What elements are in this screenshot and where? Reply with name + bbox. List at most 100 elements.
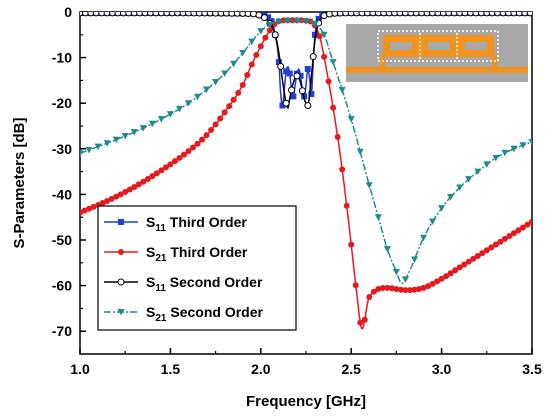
legend-label-subscript: 21 (155, 313, 167, 324)
legend-label-text: Third Order (166, 214, 247, 230)
series-point-3 (194, 93, 202, 101)
series-point-3 (483, 161, 491, 168)
series-point-1 (140, 178, 147, 185)
series-point-1 (416, 286, 422, 293)
series-point-1 (361, 316, 368, 323)
series-point-1 (221, 109, 228, 116)
series-point-3 (121, 132, 129, 140)
x-axis-title: Frequency [GHz] (246, 393, 366, 410)
y-tick-label: -10 (52, 50, 72, 66)
series-point-1 (180, 151, 187, 158)
series-point-1 (420, 284, 427, 291)
series-point-3 (275, 18, 283, 26)
series-point-1 (104, 197, 111, 204)
series-point-0 (286, 70, 293, 77)
series-point-3 (284, 17, 292, 25)
series-point-1 (90, 203, 97, 210)
series-point-0 (308, 91, 315, 98)
series-point-1 (529, 218, 532, 225)
series-point-3 (447, 193, 455, 201)
x-tick-label: 2.0 (251, 361, 271, 377)
series-point-1 (343, 202, 350, 209)
series-point-1 (470, 255, 477, 262)
inset-slot-2 (428, 42, 450, 50)
series-point-1 (325, 78, 332, 85)
series-point-0 (283, 68, 290, 75)
legend-label-text: Third Order (166, 244, 247, 260)
y-tick-label: -40 (52, 186, 72, 202)
y-axis-title: S-Parameters [dB] (11, 118, 28, 249)
series-point-1 (208, 127, 215, 134)
legend-label: S11 Second Order (146, 274, 263, 294)
series-point-1 (230, 96, 237, 103)
series-point-1 (257, 43, 264, 50)
series-point-3 (456, 184, 464, 192)
series-point-1 (176, 154, 183, 161)
series-point-3 (248, 38, 256, 46)
series-point-3 (302, 18, 310, 25)
series-point-1 (443, 273, 450, 280)
series-point-2 (304, 101, 312, 109)
series-point-1 (321, 53, 328, 60)
series-point-1 (488, 244, 495, 251)
series-point-2 (298, 87, 306, 95)
series-point-1 (194, 140, 201, 147)
series-point-1 (339, 166, 346, 173)
series-point-3 (230, 60, 238, 68)
series-point-1 (199, 136, 206, 143)
series-point-2 (526, 12, 532, 17)
series-point-1 (185, 148, 192, 155)
series-point-1 (99, 199, 106, 206)
inset-stub-left (380, 55, 385, 69)
series-point-3 (392, 268, 400, 276)
inset-stub-right (492, 55, 497, 69)
x-tick-label: 3.0 (432, 361, 452, 377)
legend-item-0: S11 Third Order (104, 214, 247, 234)
series-point-3 (175, 105, 183, 113)
series-point-3 (266, 21, 274, 29)
series-point-1 (262, 34, 269, 41)
series-point-1 (366, 294, 373, 300)
inset-slot-3 (465, 42, 487, 50)
legend-label: S11 Third Order (146, 214, 247, 234)
series-point-3 (510, 145, 518, 153)
x-tick-label: 2.5 (341, 361, 361, 377)
series-point-1 (397, 286, 404, 293)
series-point-3 (465, 176, 473, 183)
x-tick-label: 1.5 (161, 361, 181, 377)
series-point-1 (108, 195, 115, 202)
series-point-1 (492, 241, 499, 248)
series-point-3 (130, 129, 138, 136)
series-point-3 (112, 136, 120, 144)
series-point-3 (528, 138, 532, 146)
legend-label-main: S (146, 274, 155, 290)
series-point-1 (348, 241, 355, 248)
series-point-0 (315, 15, 322, 22)
series-point-3 (166, 111, 174, 118)
series-point-3 (103, 140, 111, 147)
filter-layout-inset (346, 24, 528, 82)
series-point-1 (330, 104, 337, 111)
series-point-1 (501, 235, 508, 242)
series-point-1 (212, 121, 219, 128)
series-point-1 (406, 287, 413, 294)
series-point-2 (255, 12, 263, 19)
series-point-2 (277, 62, 285, 70)
series-point-0 (279, 102, 286, 109)
series-point-1 (438, 275, 445, 282)
series-point-1 (248, 61, 255, 68)
series-point-0 (275, 59, 282, 66)
legend-label-main: S (146, 244, 155, 260)
series-point-2 (293, 72, 301, 80)
series-point-1 (266, 27, 273, 34)
series-point-3 (148, 120, 156, 128)
series-point-2 (282, 99, 290, 107)
legend-item-3: S21 Second Order (104, 304, 263, 324)
legend-item-2: S11 Second Order (104, 274, 263, 294)
series-point-1 (239, 81, 246, 88)
series-point-3 (80, 150, 84, 157)
legend-label: S21 Third Order (146, 244, 248, 264)
series-point-1 (113, 193, 120, 200)
